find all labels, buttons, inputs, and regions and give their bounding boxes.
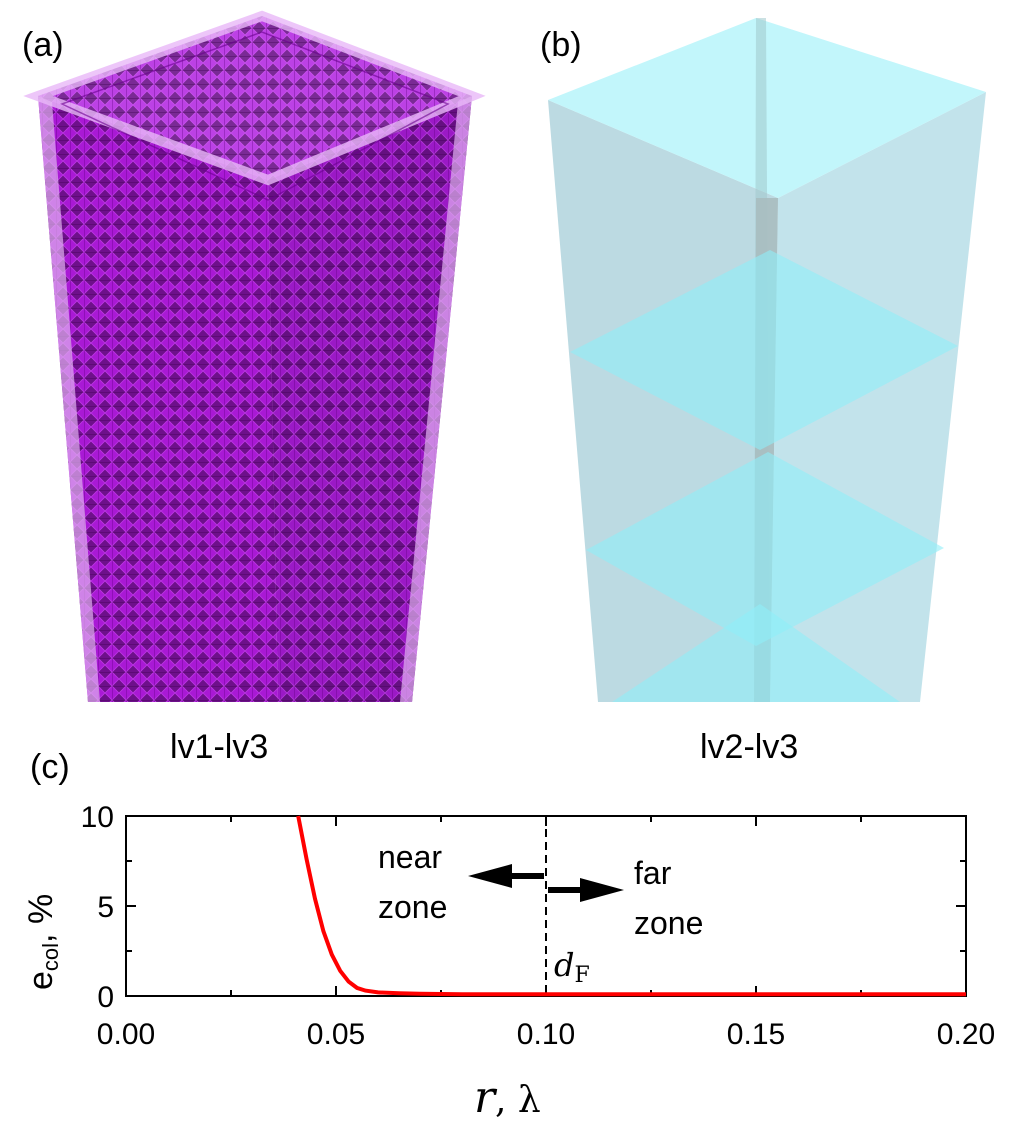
- panel-c-label: (c): [30, 748, 70, 786]
- right-arrow: [548, 878, 624, 902]
- series-curve: [296, 815, 966, 997]
- cyan-top-face: [548, 18, 986, 198]
- x-axis-label-var: r: [474, 1072, 498, 1123]
- y-tick-label: 5: [97, 891, 114, 924]
- y-tick-label: 0: [97, 981, 114, 1014]
- axis-ticks: [125, 815, 967, 997]
- left-arrow: [468, 864, 544, 888]
- near-zone-label-line1: near: [378, 839, 442, 875]
- panel-b-transparent-column: [548, 18, 986, 702]
- panel-a-voxel-column: [23, 10, 486, 702]
- near-zone-label-line2: zone: [378, 889, 447, 925]
- panel-b-caption: lv2-lv3: [700, 728, 799, 766]
- y-axis-label-unit: , %: [22, 894, 60, 943]
- divider-label: dF: [554, 946, 590, 988]
- y-axis-label-main: e: [22, 971, 60, 990]
- x-axis-label: r, λ: [474, 1072, 541, 1123]
- purple-top-face: [23, 10, 486, 201]
- x-tick-label: 0.20: [937, 1018, 995, 1051]
- x-tick-label: 0.15: [727, 1018, 785, 1051]
- panel-a-label: (a): [22, 26, 64, 64]
- x-tick-label: 0.05: [307, 1018, 365, 1051]
- divider-label-sub: F: [574, 963, 589, 988]
- y-tick-labels: 0 5 10: [81, 801, 114, 1014]
- x-tick-label: 0.10: [517, 1018, 575, 1051]
- divider-label-main: d: [554, 946, 574, 984]
- panel-a-caption: lv1-lv3: [170, 728, 269, 766]
- purple-left-face: [38, 96, 278, 702]
- x-tick-labels: 0.00 0.05 0.10 0.15 0.20: [97, 1018, 995, 1051]
- y-tick-label: 10: [81, 801, 114, 834]
- x-axis-label-unit: , λ: [495, 1080, 541, 1121]
- cyan-inner-slices: [570, 250, 958, 702]
- y-axis-label-sub: col: [38, 943, 63, 971]
- far-zone-label-line2: zone: [634, 905, 703, 941]
- far-zone-label-line1: far: [634, 855, 672, 891]
- panel-b-label: (b): [540, 26, 582, 64]
- y-axis-label: ecol, %: [22, 894, 63, 990]
- purple-right-face: [268, 96, 472, 702]
- x-tick-label: 0.00: [97, 1018, 155, 1051]
